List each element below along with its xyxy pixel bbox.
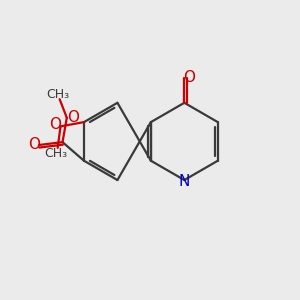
Text: O: O: [49, 118, 61, 133]
Text: O: O: [28, 137, 40, 152]
Text: CH₃: CH₃: [47, 88, 70, 100]
Text: CH₃: CH₃: [45, 147, 68, 160]
Text: O: O: [184, 70, 196, 85]
Text: O: O: [67, 110, 79, 125]
Text: N: N: [178, 174, 190, 189]
